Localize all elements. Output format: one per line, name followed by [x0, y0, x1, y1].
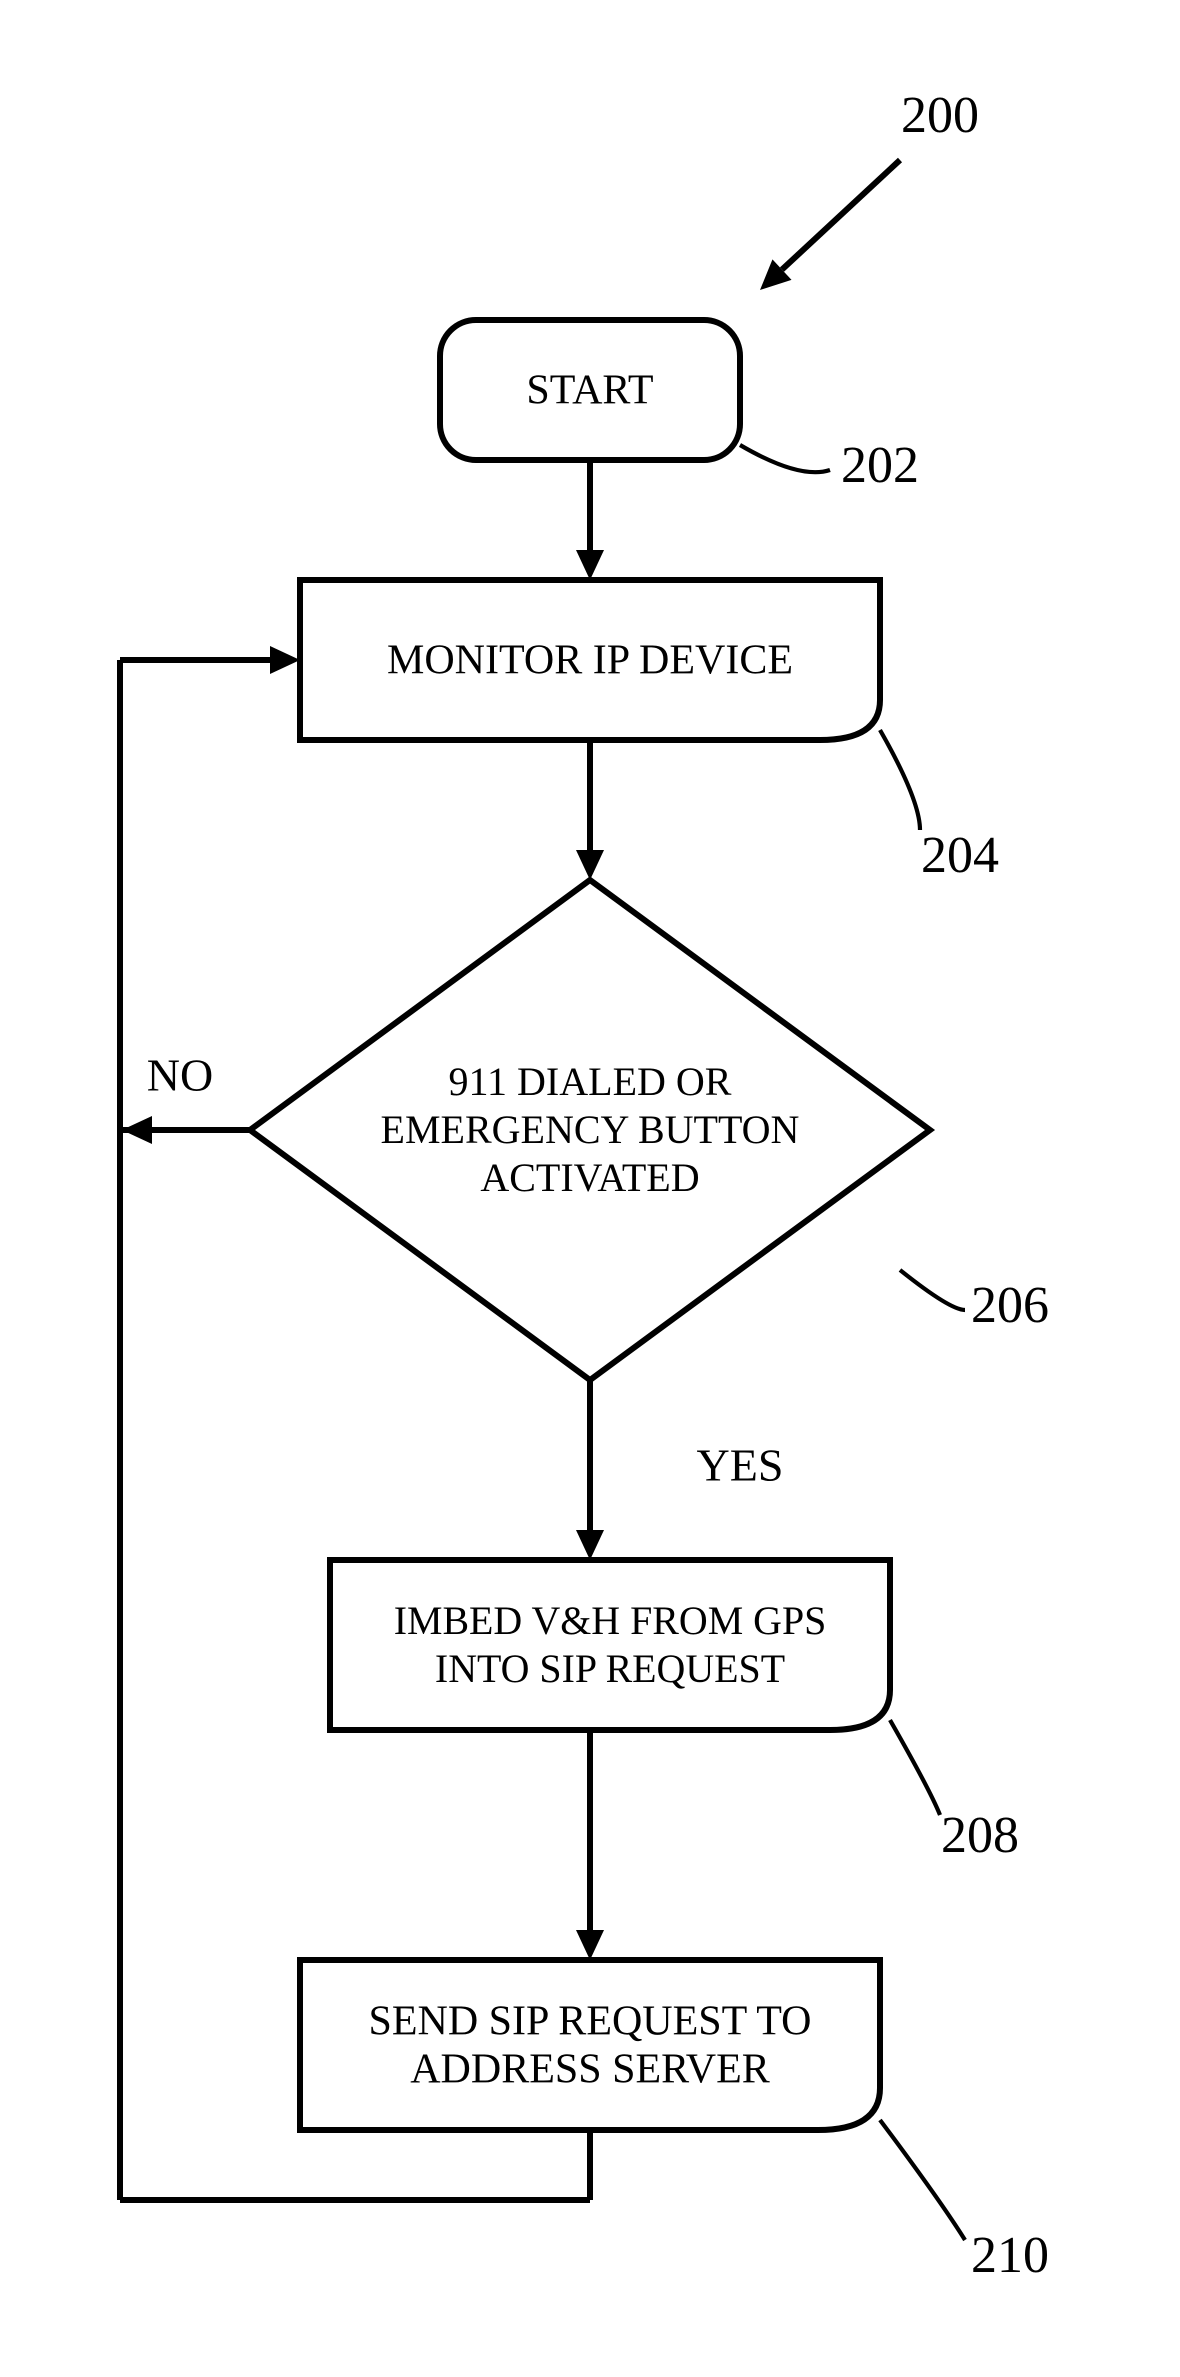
send-line-1: ADDRESS SERVER	[410, 2047, 770, 2093]
monitor-label: MONITOR IP DEVICE	[387, 638, 793, 684]
arrowhead	[576, 550, 604, 580]
send-box	[300, 1960, 880, 2130]
imbed-box	[330, 1560, 890, 1730]
leader-line	[890, 1720, 940, 1815]
leader-line	[740, 445, 830, 472]
decision-line-0: 911 DIALED OR	[449, 1059, 732, 1104]
decision-line-1: EMERGENCY BUTTON	[381, 1107, 800, 1152]
leader-line	[880, 2120, 965, 2240]
leader-line	[900, 1270, 965, 1310]
start-label: START	[526, 368, 653, 414]
ref-208: 208	[941, 1807, 1019, 1864]
ref-200-arrow	[782, 160, 900, 270]
ref-202: 202	[841, 437, 919, 494]
ref-200: 200	[901, 87, 979, 144]
arrowhead	[576, 1930, 604, 1960]
arrowhead	[122, 1116, 152, 1144]
leader-line	[880, 730, 920, 830]
no-label: NO	[147, 1050, 213, 1101]
imbed-line-1: INTO SIP REQUEST	[435, 1646, 785, 1691]
ref-206: 206	[971, 1277, 1049, 1334]
send-line-0: SEND SIP REQUEST TO	[368, 1999, 811, 2045]
yes-label: YES	[697, 1440, 784, 1491]
arrowhead	[576, 1530, 604, 1560]
imbed-line-0: IMBED V&H FROM GPS	[394, 1598, 827, 1643]
ref-204: 204	[921, 827, 999, 884]
arrowhead	[576, 850, 604, 880]
arrowhead	[270, 646, 300, 674]
ref-210: 210	[971, 2227, 1049, 2284]
decision-line-2: ACTIVATED	[480, 1155, 699, 1200]
